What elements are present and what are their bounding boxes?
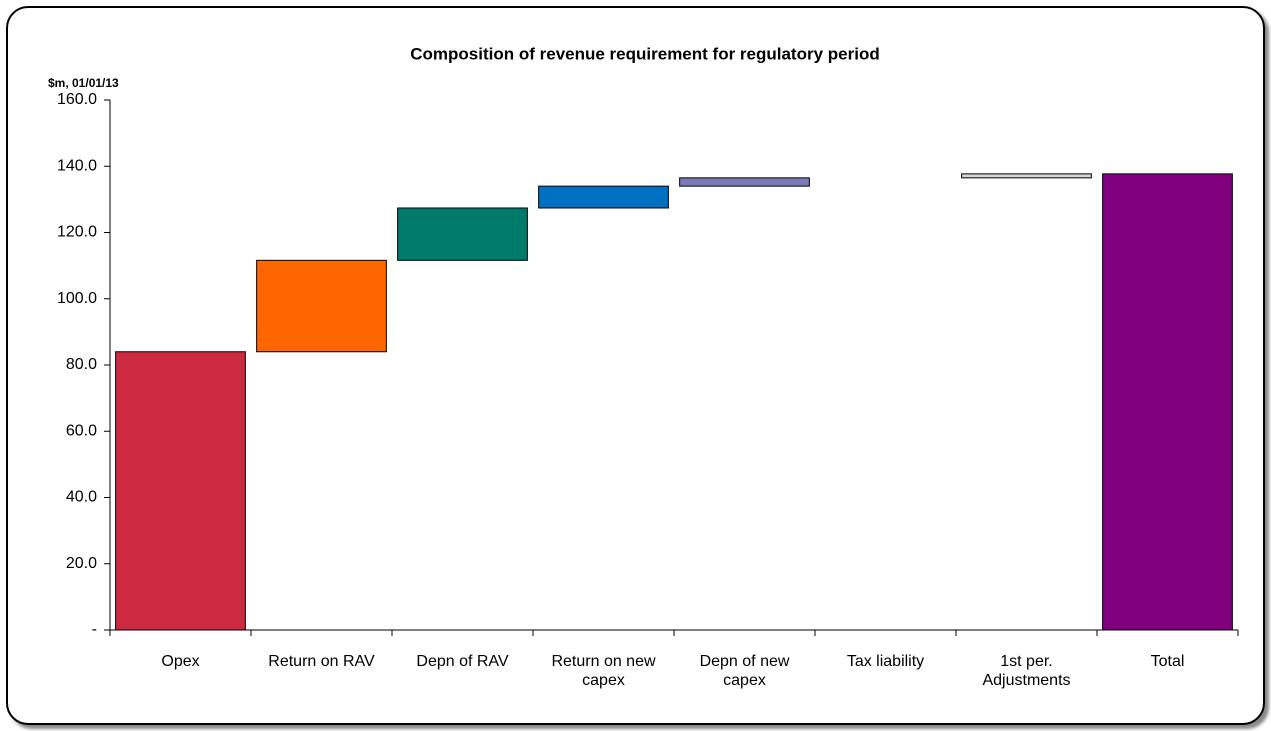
y-tick-label: 140.0 <box>57 157 97 174</box>
x-tick-label: 1st per. Adjustments <box>982 653 1071 689</box>
x-tick-label: Depn of RAV <box>416 653 509 670</box>
bar <box>256 259 387 353</box>
bar <box>961 173 1092 179</box>
y-tick-label: 120.0 <box>57 224 97 241</box>
y-tick-label: 160.0 <box>57 91 97 108</box>
y-axis-label: $m, 01/01/13 <box>48 76 119 90</box>
y-tick-label: 100.0 <box>57 290 97 307</box>
x-tick-label: Return on new capex <box>551 653 656 689</box>
y-tick-label: 20.0 <box>66 555 97 572</box>
bar <box>397 207 528 261</box>
x-tick-label: Tax liability <box>846 653 925 670</box>
y-tick-label: 40.0 <box>66 489 97 506</box>
x-tick-label: Depn of new capex <box>699 653 790 689</box>
bar <box>1102 173 1233 631</box>
x-tick-label: Opex <box>161 653 200 670</box>
x-tick-label: Return on RAV <box>268 653 375 670</box>
chart-title: Composition of revenue requirement for r… <box>410 44 879 63</box>
y-tick-label: - <box>92 621 97 638</box>
y-tick-label: 80.0 <box>66 356 97 373</box>
bar <box>115 351 246 631</box>
x-tick-label: Total <box>1150 653 1185 670</box>
bar <box>538 185 669 209</box>
y-tick-label: 60.0 <box>66 422 97 439</box>
bar <box>679 177 810 187</box>
